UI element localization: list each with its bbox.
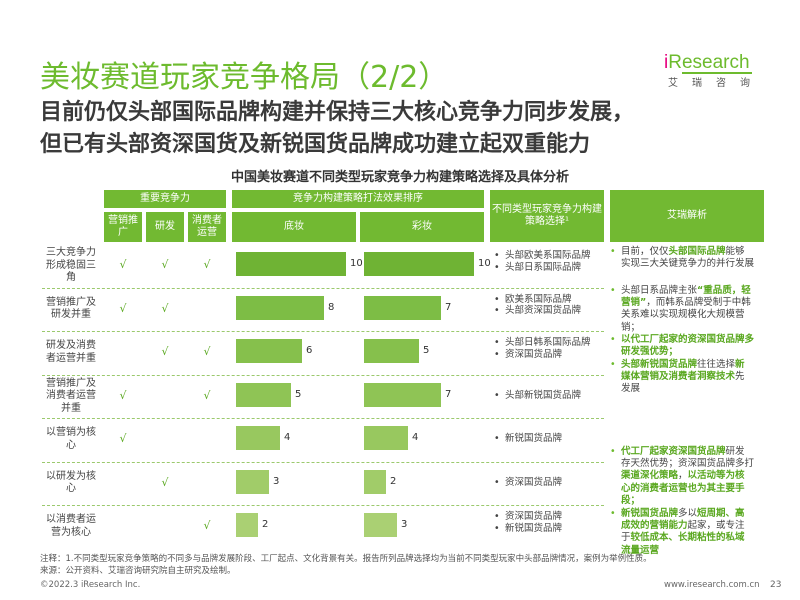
chart-title: 中国美妆赛道不同类型玩家竞争力构建策略选择及具体分析: [230, 170, 569, 185]
base-bar: [236, 426, 280, 450]
player-type-list: 头部新锐国货品牌: [494, 390, 604, 402]
base-bar: [236, 252, 346, 276]
row-separator: [42, 374, 604, 376]
analysis-item: 新锐国货品牌多以短周期、高成效的营销能力起家，或专注于较低成本、长期粘性的私域流…: [610, 508, 754, 557]
header-consumer-ops: 消费者运营: [188, 212, 226, 242]
subtitle-line-1: 目前仍仅头部国际品牌构建并保持三大核心竞争力同步发展，: [40, 100, 635, 125]
player-type-list: 头部欧美系国际品牌头部日系国际品牌: [494, 250, 604, 274]
check-mark: √: [203, 388, 211, 402]
color-bar: [364, 339, 419, 363]
player-type-item: 头部资深国货品牌: [494, 305, 604, 317]
check-mark: √: [119, 388, 127, 402]
color-bar: [364, 426, 408, 450]
player-type-list: 欧美系国际品牌头部资深国货品牌: [494, 294, 604, 318]
row-label: 以营销为核心: [46, 427, 96, 451]
subtitle-line-2: 但已有头部资深国货及新锐国货品牌成功建立起双重能力: [40, 132, 591, 157]
check-mark: √: [161, 258, 169, 271]
check-mark: √: [203, 258, 211, 271]
color-value-label: 2: [390, 475, 397, 487]
color-bar: [364, 382, 441, 407]
base-value-label: 5: [295, 388, 302, 400]
analysis-item: 头部新锐国货品牌往往选择新媒体营销及消费者洞察技术先发展: [610, 359, 754, 396]
header-base-makeup: 底妆: [232, 212, 356, 242]
color-value-label: 10: [478, 258, 491, 269]
player-type-item: 新锐国货品牌: [494, 523, 604, 535]
check-mark: √: [119, 432, 127, 445]
row-separator: [42, 287, 604, 289]
row-label: 营销推广及研发并重: [46, 296, 96, 321]
player-type-list: 资深国货品牌新锐国货品牌: [494, 511, 604, 535]
copyright: ©2022.3 iResearch Inc.: [40, 580, 141, 590]
base-value-label: 2: [262, 519, 269, 530]
analysis-notes: 目前，仅仅头部国际品牌能够实现三大关键竞争力的并行发展头部日系品牌主张“重品质，…: [610, 246, 754, 557]
footnote-source: 来源：公开资料、艾瑞咨询研究院自主研究及绘制。: [40, 566, 236, 576]
header-analysis: 艾瑞解析: [610, 190, 764, 242]
analysis-item: 头部日系品牌主张“重品质，轻营销”，而韩系品牌受制于中韩关系难以实现规模化大规模…: [610, 285, 754, 334]
row-label: 三大竞争力形成稳固三角: [46, 247, 96, 283]
check-mark: √: [161, 301, 169, 315]
row-separator: [42, 418, 604, 419]
color-bar: [364, 295, 441, 320]
header-core-competence: 重要竞争力: [104, 190, 226, 208]
player-type-item: 资深国货品牌: [494, 511, 604, 523]
page-title: 美妆赛道玩家竞争格局（2/2）: [40, 60, 449, 95]
row-separator: [42, 505, 604, 506]
base-bar: [236, 382, 291, 407]
player-type-list: 资深国货品牌: [494, 477, 604, 489]
analysis-item: 代工厂起家资深国货品牌研发存天然优势；资深国货品牌多打渠道深化策略，以活动等为核…: [610, 446, 754, 508]
base-value-label: 3: [273, 475, 280, 487]
check-mark: √: [119, 301, 127, 315]
check-mark: √: [161, 475, 169, 489]
check-mark: √: [203, 519, 211, 532]
footnote-note: 注释：1.不同类型玩家竞争策略的不同多与品牌发展阶段、工厂起点、文化背景有关。报…: [40, 554, 652, 564]
color-value-label: 3: [401, 519, 408, 530]
player-type-item: 欧美系国际品牌: [494, 294, 604, 306]
player-type-list: 头部日韩系国际品牌资深国货品牌: [494, 337, 604, 361]
page-number: 23: [770, 580, 782, 590]
color-bar: [364, 252, 474, 276]
check-mark: √: [119, 258, 127, 271]
site-url: www.iresearch.com.cn: [664, 580, 760, 590]
player-type-item: 资深国货品牌: [494, 349, 604, 361]
color-bar: [364, 513, 397, 537]
base-bar: [236, 295, 324, 320]
player-type-item: 资深国货品牌: [494, 477, 604, 489]
base-value-label: 6: [306, 345, 313, 356]
player-type-item: 头部欧美系国际品牌: [494, 250, 604, 262]
base-value-label: 8: [328, 301, 335, 313]
color-bar: [364, 469, 386, 494]
base-value-label: 4: [284, 432, 291, 443]
header-color-makeup: 彩妆: [360, 212, 484, 242]
player-type-list: 新锐国货品牌: [494, 433, 604, 445]
analysis-item: 目前，仅仅头部国际品牌能够实现三大关键竞争力的并行发展: [610, 246, 754, 271]
color-value-label: 7: [445, 301, 452, 313]
iresearch-logo: iResearch 艾瑞咨询: [664, 52, 764, 89]
analysis-item: 以代工厂起家的资深国货品牌多研发强优势；: [610, 334, 754, 359]
header-effect-ranking: 竞争力构建策略打法效果排序: [232, 190, 484, 208]
color-value-label: 7: [445, 388, 452, 400]
base-bar: [236, 469, 269, 494]
player-type-item: 头部日韩系国际品牌: [494, 337, 604, 349]
header-marketing: 营销推广: [104, 212, 142, 242]
row-label: 以研发为核心: [46, 470, 96, 495]
base-bar: [236, 513, 258, 537]
base-value-label: 10: [350, 258, 363, 269]
header-player-types: 不同类型玩家竞争力构建策略选择¹: [490, 190, 604, 242]
check-mark: √: [203, 345, 211, 358]
color-value-label: 4: [412, 432, 419, 443]
header-rd: 研发: [146, 212, 184, 242]
player-type-item: 头部日系国际品牌: [494, 262, 604, 274]
player-type-item: 头部新锐国货品牌: [494, 390, 604, 402]
check-mark: √: [161, 345, 169, 358]
row-separator: [42, 331, 604, 332]
row-label: 研发及消费者运营并重: [46, 340, 96, 364]
base-bar: [236, 339, 302, 363]
player-type-item: 新锐国货品牌: [494, 433, 604, 445]
row-label: 以消费者运营为核心: [46, 514, 96, 538]
row-separator: [42, 461, 604, 463]
color-value-label: 5: [423, 345, 430, 356]
row-label: 营销推广及消费者运营并重: [46, 377, 96, 414]
